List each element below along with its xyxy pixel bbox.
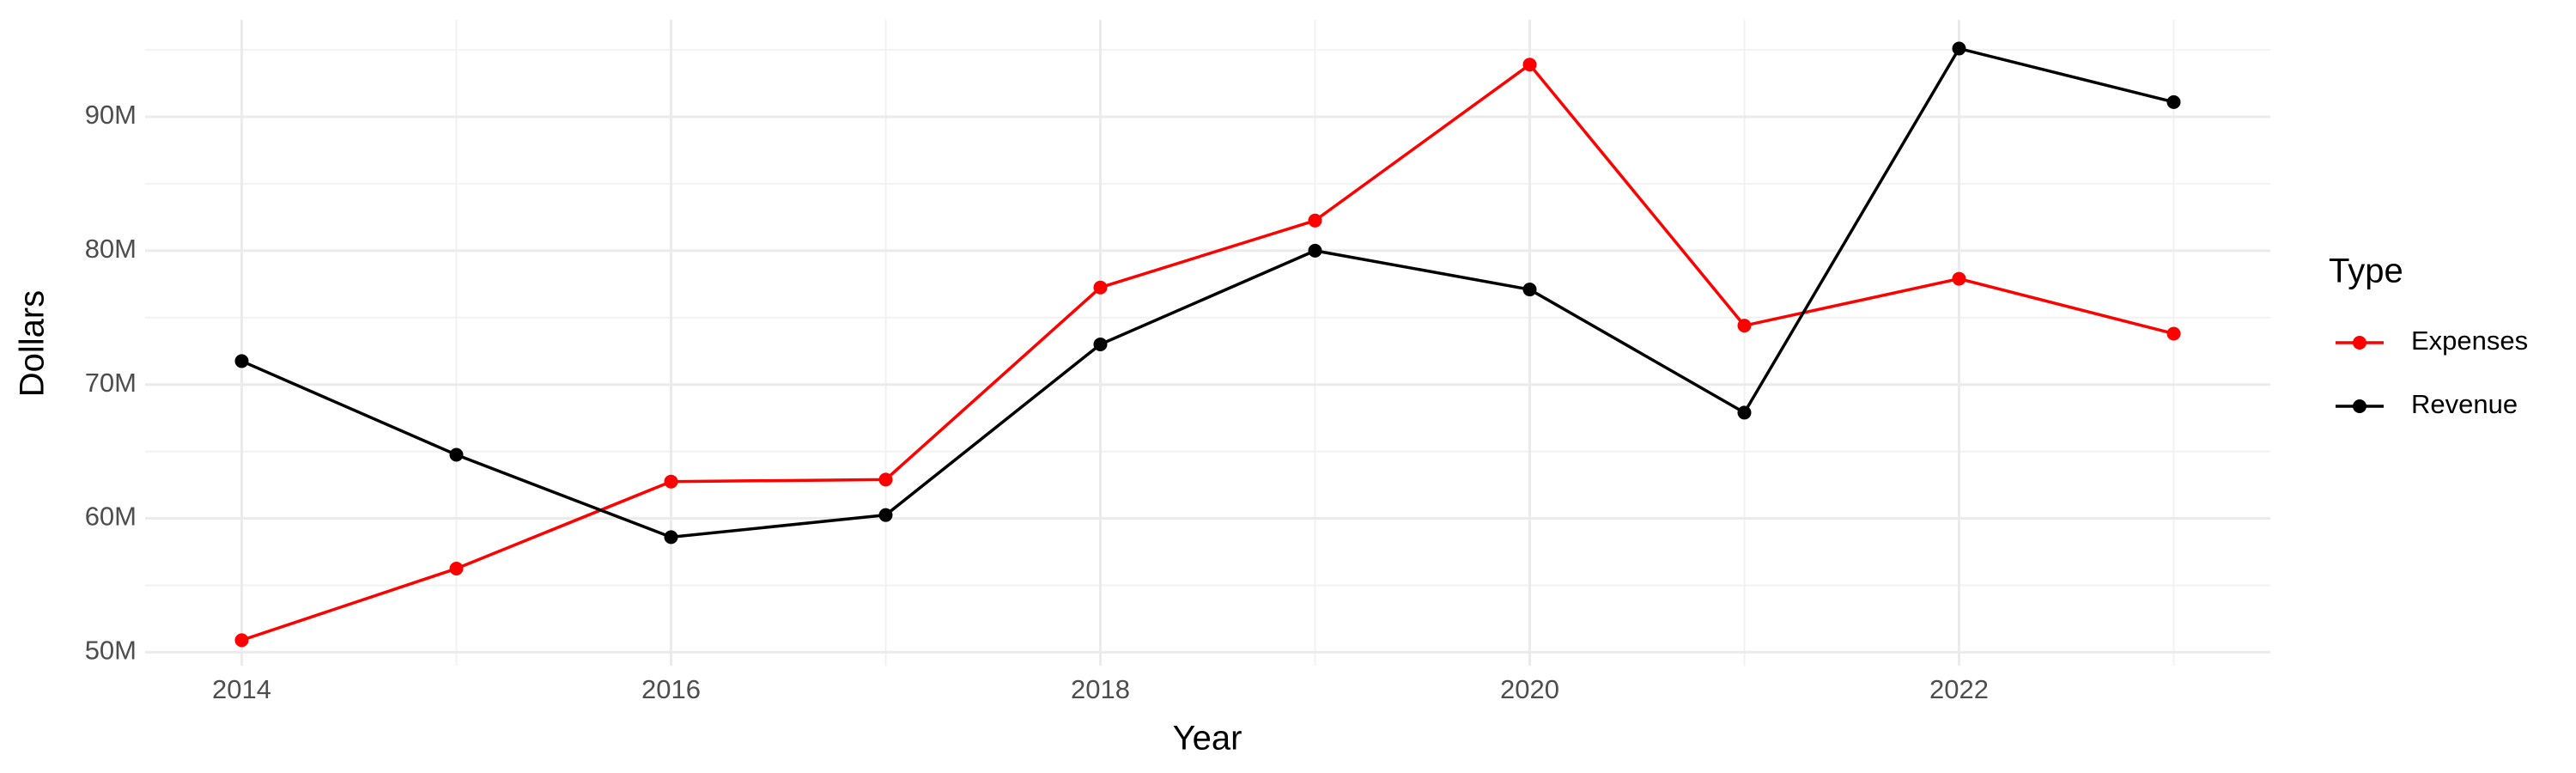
y-tick-label: 50M	[85, 636, 137, 666]
x-tick-label: 2020	[1500, 674, 1559, 704]
x-tick-label: 2014	[212, 674, 271, 704]
x-tick-label: 2016	[641, 674, 701, 704]
y-tick-label: 70M	[85, 368, 137, 398]
point	[1093, 337, 1108, 351]
series-line	[240, 62, 2174, 642]
legend-key-point	[2353, 399, 2366, 413]
point	[878, 508, 893, 522]
y-tick-label: 90M	[85, 100, 137, 130]
point	[664, 474, 678, 489]
point	[449, 562, 464, 576]
legend-key-point	[2353, 336, 2366, 350]
point	[1952, 271, 1966, 286]
y-tick-label: 80M	[85, 234, 137, 264]
point	[1308, 243, 1322, 258]
legend-label: Expenses	[2411, 326, 2528, 356]
point	[1093, 280, 1108, 295]
point	[1737, 319, 1752, 333]
point	[1522, 283, 1537, 297]
x-tick-label: 2022	[1929, 674, 1989, 704]
point	[1308, 213, 1322, 228]
point	[1737, 405, 1752, 420]
point	[1522, 58, 1537, 72]
point	[449, 447, 464, 462]
x-axis-title: Year	[1173, 720, 1242, 758]
point	[2166, 94, 2181, 109]
point	[1952, 41, 1966, 56]
legend-title: Type	[2329, 253, 2403, 290]
point	[234, 633, 249, 648]
y-tick-label: 60M	[85, 502, 137, 532]
point	[2166, 326, 2181, 341]
y-axis-title: Dollars	[14, 290, 52, 397]
x-tick-label: 2018	[1071, 674, 1130, 704]
point	[234, 354, 249, 368]
point	[878, 472, 893, 487]
point	[664, 530, 678, 545]
series-line	[240, 46, 2174, 539]
legend-label: Revenue	[2411, 389, 2518, 419]
